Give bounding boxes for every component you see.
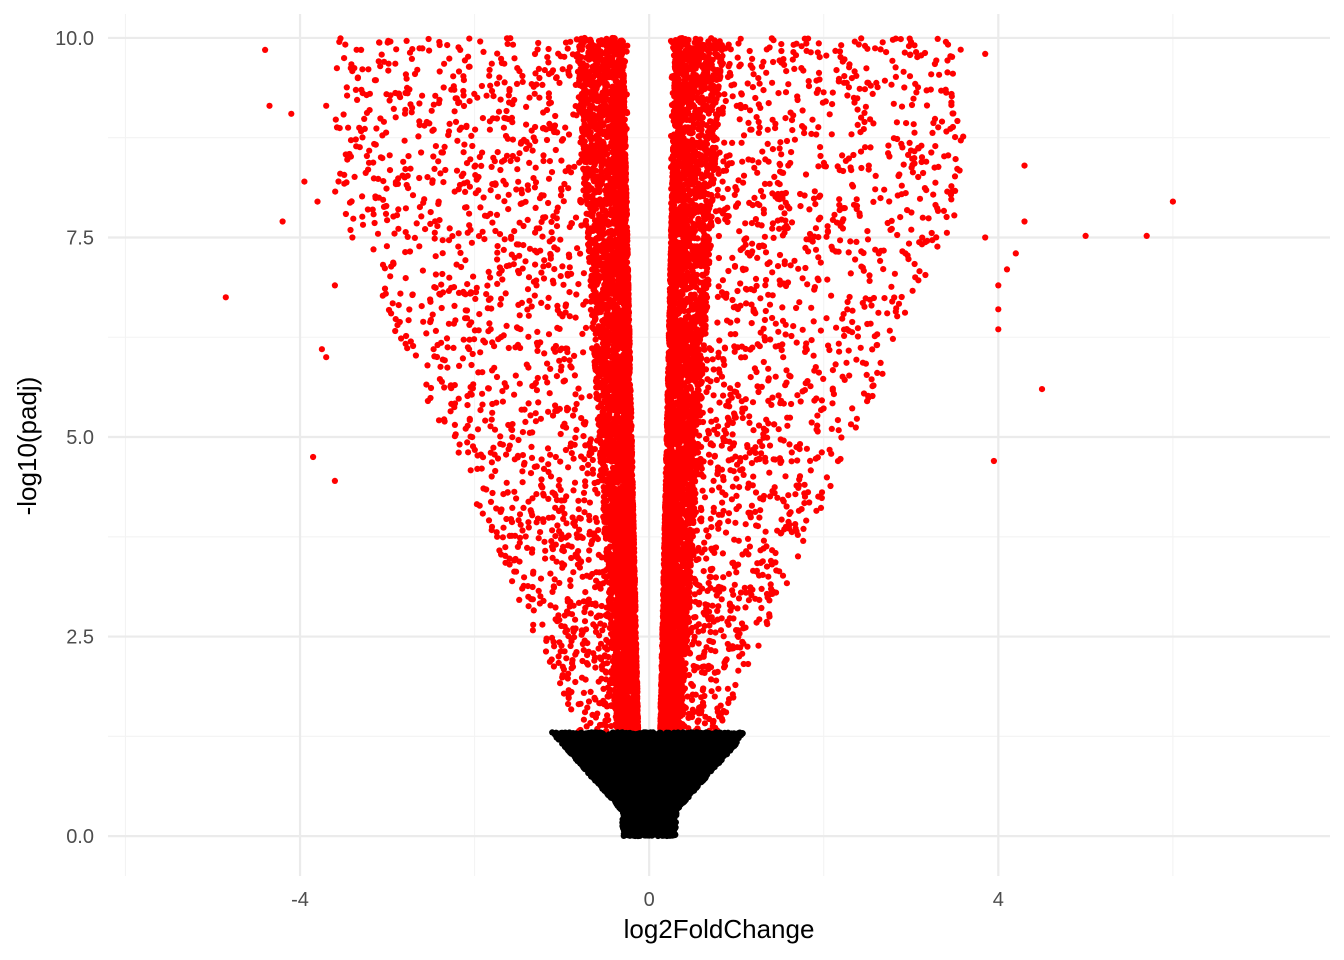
data-points bbox=[222, 34, 1176, 840]
significant-point bbox=[696, 432, 703, 439]
grid-lines bbox=[108, 14, 1330, 876]
